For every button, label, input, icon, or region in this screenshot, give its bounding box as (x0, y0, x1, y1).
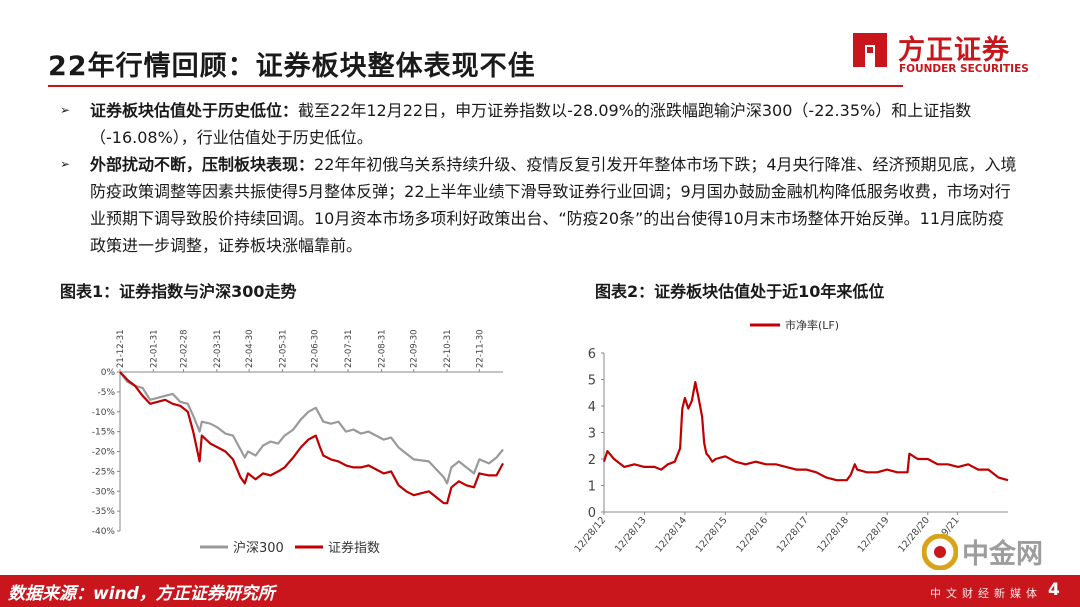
legend-label: 沪深300 (233, 540, 284, 556)
brand-name: 方正证券 (898, 35, 1010, 66)
chart1-svg: 0% -5% -10% -15% -20% -25% -30% -35% -40% 21-12-3… (92, 329, 504, 556)
x-tick-label: 22-03-31 (213, 329, 223, 368)
x-tick-label: 12/28/13 (613, 515, 649, 555)
y-tick-label: -5% (97, 388, 115, 398)
founder-logo-icon (853, 33, 887, 67)
y-tick-label: -35% (92, 507, 116, 517)
x-tick-label: 12/28/15 (694, 515, 730, 555)
bullet-text: 截至22年12月22日，申万证券指数以-28.09%的涨跌幅跑输沪深300（-2… (90, 101, 972, 147)
y-tick-label: 2 (588, 453, 596, 468)
title-rule (48, 85, 903, 87)
bullet-item: ➢ 证券板块估值处于历史低位：截至22年12月22日，申万证券指数以-28.09… (60, 97, 1020, 151)
y-tick-label: -10% (92, 408, 116, 418)
y-tick-label: -40% (92, 527, 116, 537)
x-tick-label: 12/28/16 (734, 515, 770, 555)
x-tick-label: 22-07-31 (344, 329, 354, 368)
chart1-caption: 图表1：证券指数与沪深300走势 (60, 282, 297, 301)
watermark-subtitle: 中文财经新媒体 (930, 587, 1042, 600)
x-tick-label: 22-02-28 (179, 329, 189, 368)
x-tick-label: 12/28/14 (653, 515, 689, 555)
y-tick-label: -20% (92, 448, 116, 458)
bullet-arrow-icon: ➢ (60, 157, 71, 171)
series-line (602, 380, 1009, 482)
brand-subtitle: FOUNDER SECURITIES (899, 63, 1029, 75)
page-number: 4 (1048, 580, 1060, 600)
series-line (119, 371, 504, 485)
legend-label: 证券指数 (328, 540, 380, 556)
y-tick-label: -30% (92, 487, 116, 497)
y-tick-label: 0% (101, 368, 116, 378)
x-tick-label: 12/28/19 (856, 515, 892, 555)
y-tick-label: 6 (588, 347, 596, 362)
bullet-list: ➢ 证券板块估值处于历史低位：截至22年12月22日，申万证券指数以-28.09… (60, 97, 1020, 259)
y-tick-label: 1 (588, 480, 596, 495)
watermark-url: CNGOLD.COM.CN (988, 568, 1067, 578)
footer-source: 数据来源：wind，方正证券研究所 (8, 584, 275, 604)
bullet-heading: 证券板块估值处于历史低位： (90, 101, 299, 120)
x-tick-label: 21-12-31 (116, 329, 126, 368)
bullet-item: ➢ 外部扰动不断，压制板块表现：22年年初俄乌关系持续升级、疫情反复引发开年整体… (60, 151, 1020, 259)
bullet-arrow-icon: ➢ (60, 103, 71, 117)
series-line (119, 371, 504, 505)
x-tick-label: 22-06-30 (311, 329, 321, 368)
watermark-logo-icon (922, 534, 958, 570)
y-tick-label: 5 (588, 374, 596, 389)
y-tick-label: 0 (588, 506, 596, 521)
page-title: 22年行情回顾：证券板块整体表现不佳 (48, 51, 536, 82)
x-tick-label: 22-01-31 (149, 329, 159, 368)
legend-label: 市净率(LF) (785, 318, 839, 332)
watermark-text: 中金网 (962, 539, 1043, 570)
x-tick-label: 12/28/18 (815, 515, 851, 555)
x-tick-label: 22-11-30 (475, 329, 485, 368)
x-tick-label: 12/28/17 (775, 515, 811, 555)
x-tick-label: 22-08-31 (377, 329, 387, 368)
bullet-heading: 外部扰动不断，压制板块表现： (90, 155, 315, 174)
x-tick-label: 22-09-30 (410, 329, 420, 368)
x-tick-label: 22-04-30 (245, 329, 255, 368)
y-tick-label: 4 (588, 400, 596, 415)
y-tick-label: 3 (588, 427, 596, 442)
y-tick-label: -25% (92, 467, 116, 477)
y-tick-label: -15% (92, 428, 116, 438)
x-tick-label: 22-05-31 (278, 329, 288, 368)
bullet-text: 22年年初俄乌关系持续升级、疫情反复引发开年整体市场下跌；4月央行降准、经济预期… (90, 155, 1017, 255)
chart2-caption: 图表2：证券板块估值处于近10年来低位 (595, 282, 885, 301)
footer-bar: 数据来源：wind，方正证券研究所 (0, 575, 1080, 607)
x-tick-label: 22-10-31 (443, 329, 453, 368)
